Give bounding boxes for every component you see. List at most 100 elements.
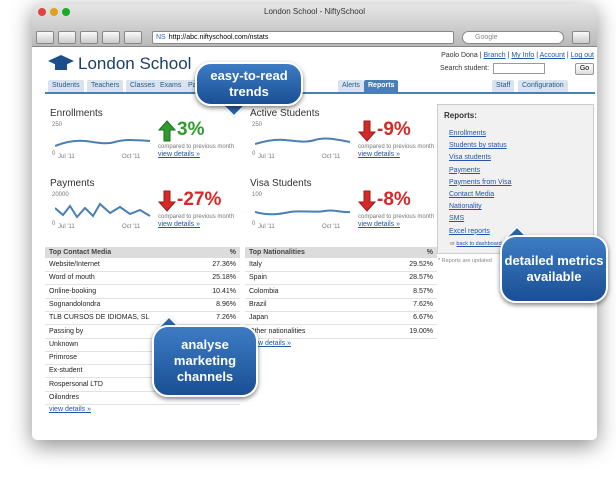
add-button[interactable] <box>124 31 142 44</box>
nav-tab[interactable]: Reports <box>364 80 399 92</box>
report-link[interactable]: Payments from Visa <box>449 178 512 186</box>
report-link[interactable]: SMS <box>449 215 465 223</box>
row-pct: 8.57% <box>413 287 433 295</box>
table-link[interactable]: view details » <box>249 339 292 347</box>
row-name: Brazil <box>249 300 267 308</box>
header-link[interactable]: Branch <box>483 52 506 59</box>
report-link[interactable]: Payments <box>449 166 481 174</box>
row-name: Sognandolondra <box>49 300 101 308</box>
callout: analyse marketing channels <box>152 325 258 397</box>
row-pct: 28.57% <box>409 274 433 282</box>
header-name: Top Contact Media <box>49 249 112 256</box>
close-button[interactable] <box>38 8 46 16</box>
report-link[interactable]: Students by status <box>449 142 507 150</box>
reports-footnote: * Reports are updated <box>438 258 492 264</box>
settings-button[interactable] <box>572 31 590 44</box>
nav-tab[interactable]: Teachers <box>87 80 124 92</box>
table-header: Top Nationalities% <box>245 247 437 258</box>
report-link[interactable]: Excel reports <box>449 227 490 235</box>
back-button[interactable] <box>36 31 54 44</box>
widget-ymin: 0 <box>52 221 56 227</box>
row-name: Primrose <box>49 354 78 362</box>
table-row: Colombia 8.57% <box>245 285 437 299</box>
row-name: Oilondres <box>49 394 79 401</box>
table-row: Italy 29.52% <box>245 258 437 272</box>
widget-link[interactable]: view details » <box>358 151 401 158</box>
url-text: http://abc.niftyschool.com/nstats <box>168 34 269 41</box>
row-pct: 19.00% <box>409 327 433 335</box>
trend-arrow <box>358 190 376 212</box>
search-input[interactable] <box>493 63 545 74</box>
sparkline-path <box>255 137 351 145</box>
row-name: Japan <box>249 314 269 322</box>
row-name: Online-booking <box>49 287 97 295</box>
trend-arrow <box>158 190 176 212</box>
header-link[interactable]: Log out <box>570 52 594 59</box>
widget-x-start: Jul '11 <box>258 154 275 160</box>
trend-arrow <box>358 120 376 142</box>
widget-ymax: 100 <box>252 192 263 198</box>
sparkline <box>55 139 151 147</box>
widget-link[interactable]: view details » <box>358 221 401 228</box>
widget-link[interactable]: view details » <box>158 221 201 228</box>
search-label: Search student: <box>440 65 490 72</box>
reload-button[interactable] <box>58 31 76 44</box>
row-name: Other nationalities <box>249 327 306 335</box>
widget-change: -27% <box>177 189 222 210</box>
row-name: Ex-student <box>49 367 83 375</box>
report-link[interactable]: Visa students <box>449 154 491 162</box>
favicon: NS <box>156 34 166 41</box>
nav-tab[interactable]: Configuration <box>518 80 568 92</box>
report-link[interactable]: Contact Media <box>449 191 495 198</box>
header-link[interactable]: My Info <box>511 52 535 59</box>
table-row: Passing by <box>45 325 240 339</box>
header-pct: % <box>426 249 433 256</box>
arrow-shape <box>358 120 376 142</box>
nav-tab[interactable]: Classes <box>126 80 159 92</box>
nav-rule <box>45 92 595 94</box>
widget-note: compared to previous month <box>358 214 435 220</box>
history-button[interactable] <box>102 31 120 44</box>
widget-change: -9% <box>377 119 411 140</box>
table-row: Unknown <box>45 338 240 352</box>
resize-button[interactable] <box>80 31 98 44</box>
nav-tab[interactable]: Alerts <box>338 80 364 92</box>
table-row: TLB CURSOS DE IDIOMAS, SL 7.26% <box>45 311 240 326</box>
search-field[interactable]: Google <box>462 31 564 44</box>
widget-ymax: 250 <box>252 122 263 128</box>
zoom-button[interactable] <box>62 8 70 16</box>
row-name: Passing by <box>49 327 84 335</box>
minimize-button[interactable] <box>50 8 58 16</box>
widget-note: compared to previous month <box>358 144 435 150</box>
widget-ymax: 20000 <box>52 192 69 198</box>
widget-title: Active Students <box>250 108 320 119</box>
widget-link[interactable]: view details » <box>158 151 201 158</box>
table-row: Website/Internet 27.36% <box>45 258 240 272</box>
widget-note: compared to previous month <box>158 214 235 220</box>
row-name: Rospersonal LTD <box>49 380 103 388</box>
header-link[interactable]: Account <box>539 52 565 59</box>
search-placeholder: Google <box>475 34 498 41</box>
widget-x-start: Jul '11 <box>58 224 75 230</box>
widget-title: Enrollments <box>50 108 103 119</box>
widget-x-end: Oct '11 <box>122 224 141 230</box>
report-link[interactable]: Nationality <box>449 203 482 211</box>
address-bar[interactable]: NS http://abc.niftyschool.com/nstats <box>152 31 454 44</box>
widget-ymax: 250 <box>52 122 63 128</box>
report-link[interactable]: Enrollments <box>449 130 486 137</box>
separator: | <box>564 52 571 59</box>
nav-tab[interactable]: Exams <box>156 80 186 92</box>
table-row: Word of mouth 25.18% <box>45 271 240 286</box>
nav-tab[interactable]: Students <box>48 80 84 92</box>
row-pct: 25.18% <box>212 274 236 282</box>
table-link[interactable]: view details » <box>49 406 92 414</box>
go-button[interactable]: Go <box>575 63 594 75</box>
arrow-shape <box>158 190 176 212</box>
nav-tab[interactable]: Staff <box>492 80 515 92</box>
row-name: Word of mouth <box>49 274 95 282</box>
row-name: Italy <box>249 261 262 268</box>
back-link[interactable]: back to dashboard <box>456 241 502 247</box>
row-name: Website/Internet <box>49 261 100 268</box>
table-row: Online-booking 10.41% <box>45 285 240 299</box>
arrow-shape <box>358 190 376 212</box>
